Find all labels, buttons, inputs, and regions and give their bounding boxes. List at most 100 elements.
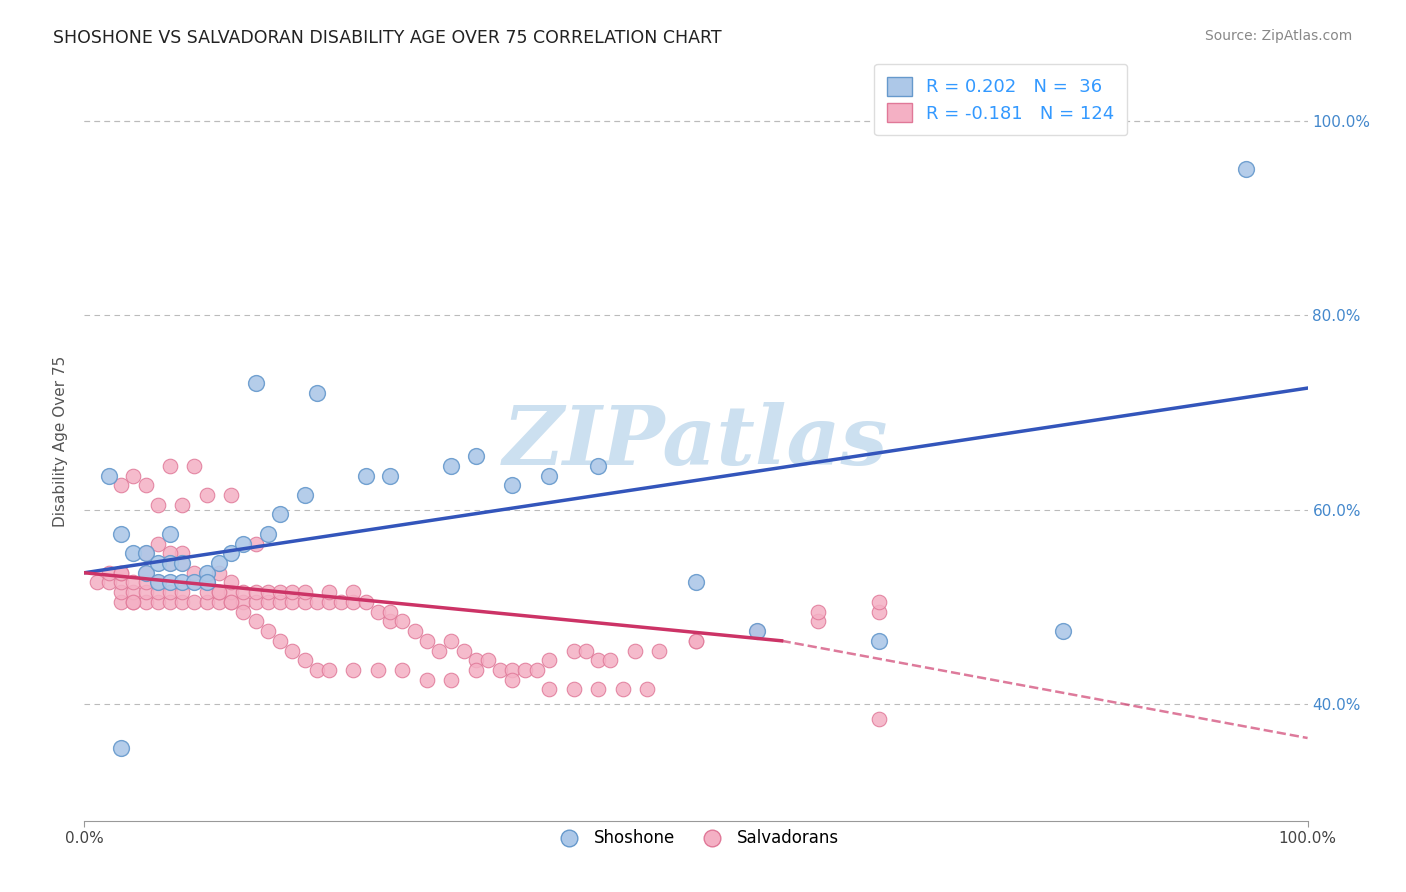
Point — [219, 488, 242, 502]
Point — [269, 508, 291, 522]
Point — [747, 624, 769, 639]
Text: ZIPatlas: ZIPatlas — [503, 401, 889, 482]
Point — [122, 546, 145, 560]
Point — [195, 575, 218, 590]
Point — [869, 595, 891, 609]
Point — [416, 673, 439, 687]
Point — [269, 633, 291, 648]
Point — [110, 595, 132, 609]
Point — [305, 595, 328, 609]
Point — [318, 663, 340, 677]
Point — [526, 663, 548, 677]
Point — [367, 663, 389, 677]
Point — [427, 643, 450, 657]
Point — [159, 546, 181, 560]
Point — [183, 566, 205, 580]
Point — [110, 585, 132, 599]
Point — [575, 643, 598, 657]
Point — [245, 536, 267, 550]
Point — [195, 585, 218, 599]
Point — [257, 585, 280, 599]
Point — [269, 595, 291, 609]
Point — [122, 595, 145, 609]
Point — [208, 595, 231, 609]
Point — [538, 653, 561, 667]
Point — [416, 633, 439, 648]
Point — [245, 595, 267, 609]
Point — [183, 595, 205, 609]
Point — [257, 595, 280, 609]
Point — [464, 663, 486, 677]
Point — [195, 575, 218, 590]
Point — [380, 605, 402, 619]
Point — [195, 575, 218, 590]
Point — [489, 663, 512, 677]
Point — [807, 605, 830, 619]
Point — [305, 386, 328, 401]
Point — [294, 488, 316, 502]
Point — [269, 585, 291, 599]
Point — [318, 585, 340, 599]
Point — [404, 624, 426, 639]
Point — [183, 458, 205, 473]
Point — [97, 468, 120, 483]
Point — [135, 595, 157, 609]
Point — [146, 498, 169, 512]
Point — [342, 595, 364, 609]
Point — [122, 585, 145, 599]
Point — [159, 585, 181, 599]
Point — [281, 595, 304, 609]
Point — [245, 615, 267, 629]
Point — [195, 595, 218, 609]
Point — [440, 458, 463, 473]
Point — [586, 458, 609, 473]
Point — [294, 653, 316, 667]
Point — [172, 546, 194, 560]
Point — [195, 566, 218, 580]
Point — [685, 633, 707, 648]
Point — [195, 488, 218, 502]
Point — [219, 595, 242, 609]
Point — [391, 663, 413, 677]
Point — [245, 376, 267, 391]
Point — [232, 605, 254, 619]
Point — [464, 653, 486, 667]
Point — [281, 585, 304, 599]
Point — [146, 536, 169, 550]
Point — [562, 682, 585, 697]
Point — [159, 458, 181, 473]
Point — [146, 556, 169, 570]
Point — [183, 575, 205, 590]
Point — [391, 615, 413, 629]
Point — [342, 663, 364, 677]
Point — [367, 605, 389, 619]
Point — [232, 536, 254, 550]
Point — [97, 566, 120, 580]
Point — [294, 595, 316, 609]
Point — [219, 585, 242, 599]
Point — [110, 575, 132, 590]
Point — [122, 468, 145, 483]
Point — [135, 585, 157, 599]
Legend: Shoshone, Salvadorans: Shoshone, Salvadorans — [546, 822, 846, 854]
Point — [354, 468, 377, 483]
Point — [159, 575, 181, 590]
Point — [172, 595, 194, 609]
Point — [502, 478, 524, 492]
Point — [135, 546, 157, 560]
Point — [219, 546, 242, 560]
Point — [453, 643, 475, 657]
Point — [135, 566, 157, 580]
Point — [146, 575, 169, 590]
Point — [685, 575, 707, 590]
Point — [135, 478, 157, 492]
Point — [464, 449, 486, 463]
Point — [122, 575, 145, 590]
Point — [562, 643, 585, 657]
Point — [502, 663, 524, 677]
Point — [159, 556, 181, 570]
Point — [648, 643, 671, 657]
Point — [172, 498, 194, 512]
Text: SHOSHONE VS SALVADORAN DISABILITY AGE OVER 75 CORRELATION CHART: SHOSHONE VS SALVADORAN DISABILITY AGE OV… — [53, 29, 723, 46]
Point — [172, 585, 194, 599]
